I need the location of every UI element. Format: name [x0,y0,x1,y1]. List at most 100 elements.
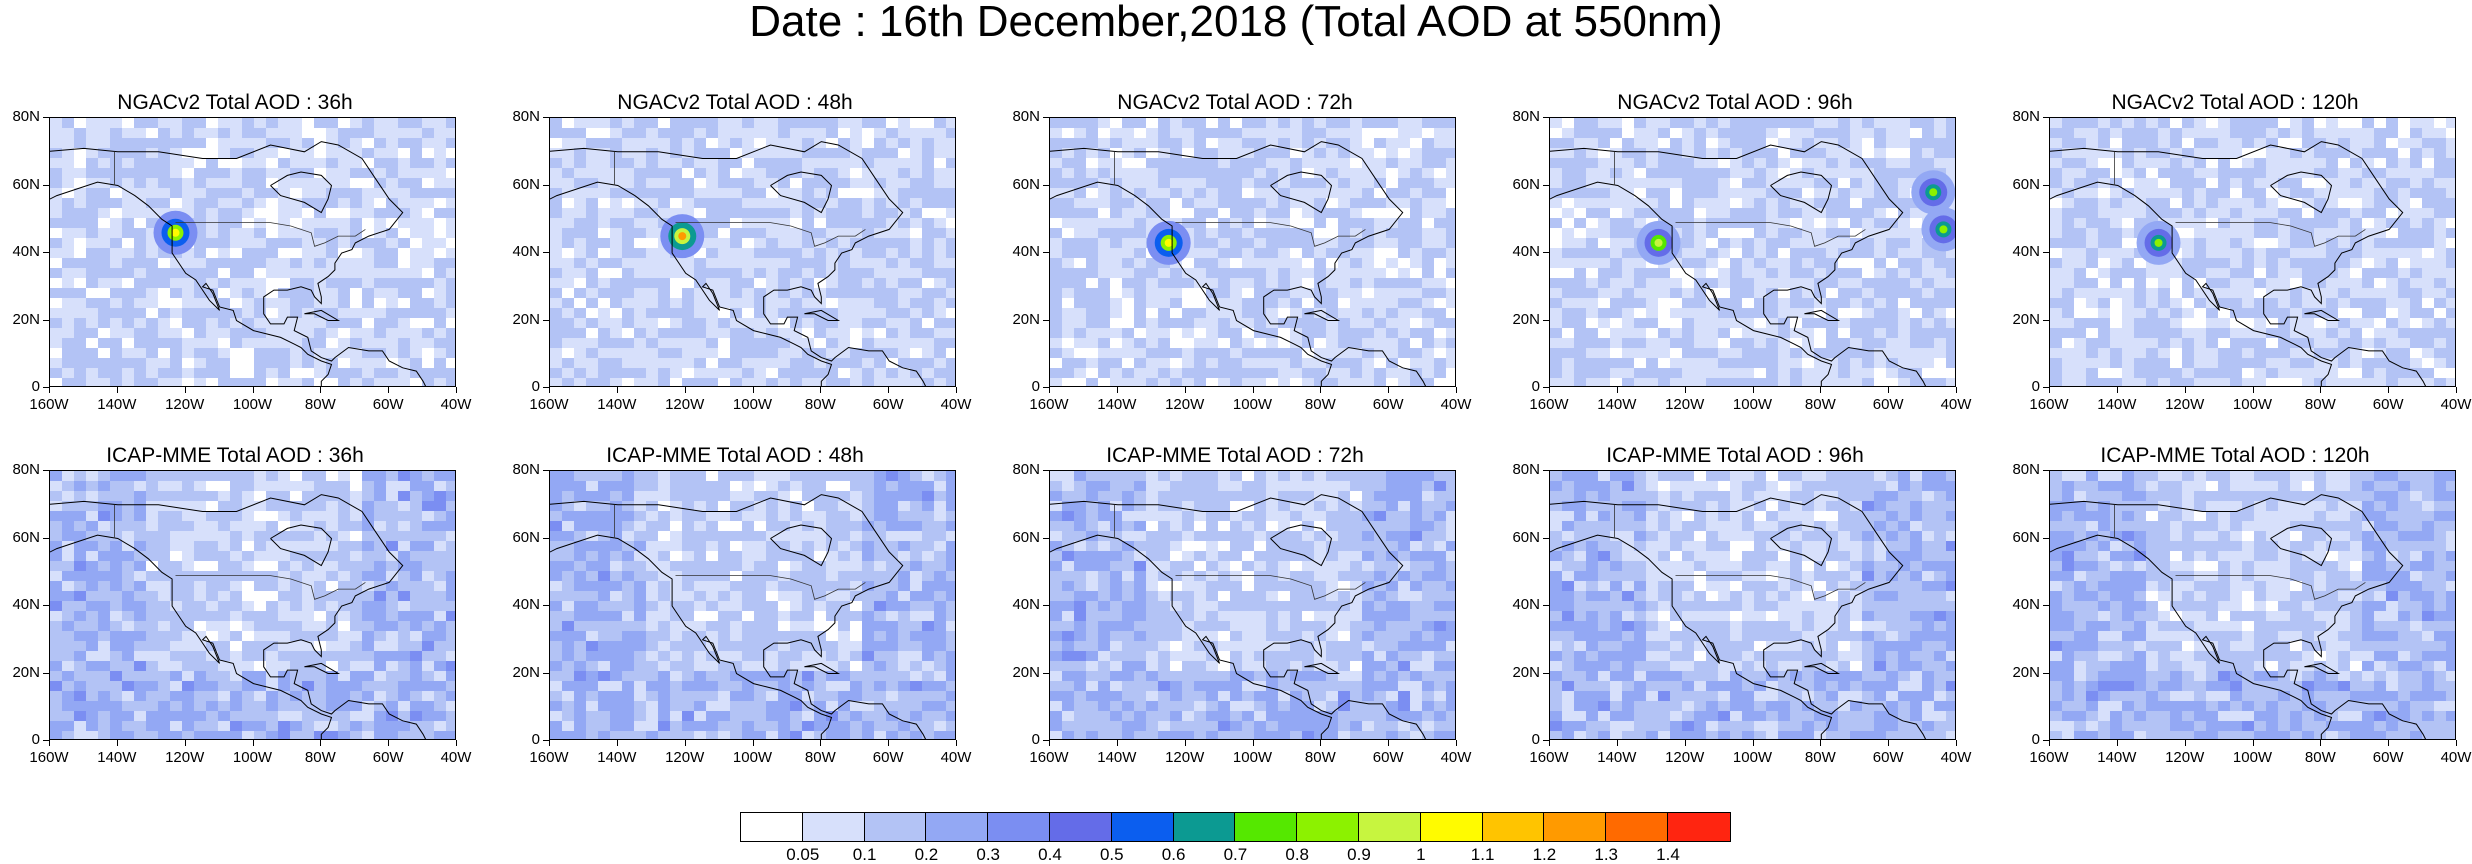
aod-cell [2086,218,2098,228]
aod-cell [170,511,182,521]
aod-cell [338,268,350,278]
aod-cell [2326,288,2338,298]
aod-cell [2362,318,2374,328]
aod-cell [266,258,278,268]
aod-cell [2422,158,2434,168]
aod-cell [2278,368,2290,378]
aod-cell [446,168,456,178]
aod-cell [230,358,242,368]
aod-cell [158,198,170,208]
aod-cell [1410,188,1422,198]
aod-cell [1386,118,1398,128]
aod-cell [2338,238,2350,248]
aod-cell [778,158,790,168]
aod-cell [1110,168,1122,178]
aod-cell [98,358,110,368]
aod-cell [1146,318,1158,328]
aod-cell [2374,368,2386,378]
aod-cell [1550,178,1562,188]
aod-cell [170,168,182,178]
aod-cell [422,521,434,531]
aod-cell [658,168,670,178]
aod-cell [206,178,218,188]
aod-cell [1338,338,1350,348]
aod-cell [2122,318,2134,328]
aod-cell [2398,138,2410,148]
aod-cell [326,158,338,168]
aod-cell [766,118,778,128]
aod-cell [922,278,934,288]
aod-cell [1730,288,1742,298]
aod-cell [1814,338,1826,348]
aod-cell [1718,228,1730,238]
aod-cell [1598,248,1610,258]
aod-cell [158,158,170,168]
aod-cell [2386,288,2398,298]
aod-cell [2374,128,2386,138]
aod-cell [2134,308,2146,318]
aod-cell [1446,308,1456,318]
aod-cell [1634,338,1646,348]
aod-cell [910,238,922,248]
aod-cell [946,238,956,248]
aod-cell [182,138,194,148]
aod-cell [446,378,456,387]
aod-cell [706,228,718,238]
aod-cell [2182,178,2194,188]
aod-cell [562,328,574,338]
aod-cell [302,481,314,491]
aod-cell [230,348,242,358]
aod-cell [2338,298,2350,308]
aod-cell [742,198,754,208]
aod-cell [230,208,242,218]
aod-cell [1182,128,1194,138]
aod-cell [934,268,946,278]
aod-cell [2302,188,2314,198]
aod-cell [374,481,386,491]
aod-cell [206,521,218,531]
aod-cell [1146,308,1158,318]
aod-cell [2338,118,2350,128]
aod-cell [1934,158,1946,168]
aod-cell [1622,338,1634,348]
aod-cell [682,288,694,298]
aod-cell [1386,338,1398,348]
aod-cell [98,258,110,268]
aod-cell [1074,208,1086,218]
aod-cell [1754,248,1766,258]
aod-cell [2290,328,2302,338]
aod-cell [1718,278,1730,288]
aod-cell [62,138,74,148]
aod-cell [2074,118,2086,128]
aod-cell [1350,368,1362,378]
aod-cell [62,238,74,248]
aod-cell [2326,258,2338,268]
aod-cell [1766,368,1778,378]
aod-cell [1062,208,1074,218]
aod-cell [2278,158,2290,168]
aod-cell [410,218,422,228]
aod-cell [242,358,254,368]
aod-cell [2278,248,2290,258]
aod-cell [862,128,874,138]
aod-cell [766,378,778,387]
aod-cell [146,148,158,158]
aod-cell [2302,258,2314,268]
aod-cell [2266,368,2278,378]
aod-cell [1134,338,1146,348]
aod-cell [2158,378,2170,387]
aod-cell [446,158,456,168]
aod-cell [362,138,374,148]
aod-cell [446,358,456,368]
aod-cell [1266,238,1278,248]
aod-cell [754,138,766,148]
aod-cell [1350,258,1362,268]
aod-cell [850,308,862,318]
aod-cell [1374,368,1386,378]
aod-cell [1874,138,1886,148]
aod-cell [1290,358,1302,368]
aod-cell [2062,258,2074,268]
aod-cell [1338,238,1350,248]
aod-cell [2434,318,2446,328]
aod-cell [766,308,778,318]
